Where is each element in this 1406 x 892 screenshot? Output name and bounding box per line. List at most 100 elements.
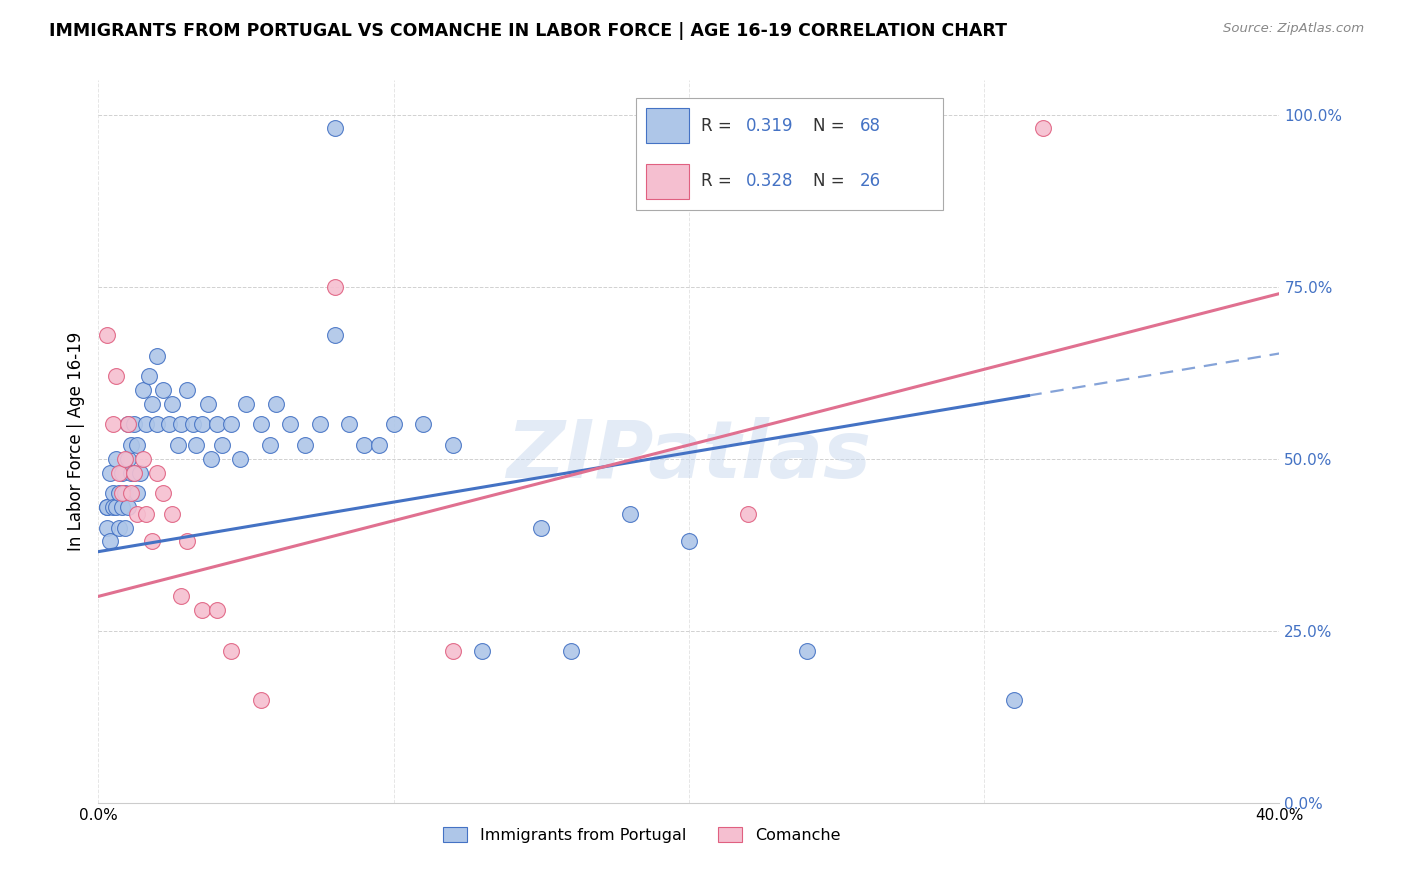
Point — [162, 397, 183, 411]
Point — [471, 644, 494, 658]
Point — [120, 486, 142, 500]
Point — [135, 507, 157, 521]
Point — [323, 279, 346, 293]
Point — [122, 417, 145, 432]
Text: Source: ZipAtlas.com: Source: ZipAtlas.com — [1223, 22, 1364, 36]
Point — [162, 507, 183, 521]
Text: N =: N = — [813, 117, 849, 135]
Text: 0.319: 0.319 — [745, 117, 793, 135]
Point — [138, 369, 160, 384]
Point — [796, 644, 818, 658]
Point — [141, 397, 163, 411]
Point — [117, 417, 139, 432]
Point — [264, 397, 287, 411]
Point — [105, 451, 128, 466]
Point — [96, 520, 118, 534]
Point — [339, 417, 361, 432]
Point — [103, 500, 125, 514]
Point — [250, 417, 273, 432]
Text: N =: N = — [813, 172, 849, 190]
Point — [250, 692, 273, 706]
Point — [146, 466, 169, 480]
Point — [167, 438, 190, 452]
Point — [105, 369, 128, 384]
Text: 0.328: 0.328 — [745, 172, 793, 190]
Point — [96, 327, 118, 342]
Point — [141, 534, 163, 549]
Point — [98, 534, 121, 549]
Point — [619, 507, 641, 521]
Point — [114, 486, 136, 500]
Point — [146, 417, 169, 432]
Point — [120, 466, 142, 480]
Point — [259, 438, 281, 452]
Point — [205, 603, 228, 617]
Point — [96, 500, 118, 514]
Text: R =: R = — [700, 117, 737, 135]
Text: ZIPatlas: ZIPatlas — [506, 417, 872, 495]
Point — [135, 417, 157, 432]
Point — [132, 451, 155, 466]
Point — [122, 466, 145, 480]
Point — [108, 486, 131, 500]
Point — [117, 417, 139, 432]
FancyBboxPatch shape — [636, 98, 943, 211]
Point — [323, 121, 346, 136]
Point — [412, 417, 434, 432]
Point — [128, 466, 150, 480]
Legend: Immigrants from Portugal, Comanche: Immigrants from Portugal, Comanche — [437, 820, 846, 849]
Point — [191, 603, 214, 617]
Point — [221, 417, 243, 432]
Point — [132, 383, 155, 397]
Point — [103, 417, 125, 432]
Point — [117, 451, 139, 466]
Point — [294, 438, 316, 452]
Point — [96, 500, 118, 514]
Point — [157, 417, 180, 432]
Point — [205, 417, 228, 432]
Point — [111, 500, 134, 514]
Point — [176, 534, 198, 549]
Point — [125, 486, 148, 500]
Point — [211, 438, 233, 452]
Point — [125, 507, 148, 521]
Text: 26: 26 — [860, 172, 882, 190]
Text: IMMIGRANTS FROM PORTUGAL VS COMANCHE IN LABOR FORCE | AGE 16-19 CORRELATION CHAR: IMMIGRANTS FROM PORTUGAL VS COMANCHE IN … — [49, 22, 1007, 40]
Point — [108, 466, 131, 480]
Point — [229, 451, 252, 466]
Point — [197, 397, 219, 411]
Point — [441, 438, 464, 452]
Point — [117, 500, 139, 514]
Text: R =: R = — [700, 172, 737, 190]
Point — [111, 486, 134, 500]
Point — [184, 438, 207, 452]
Point — [368, 438, 391, 452]
Point — [170, 417, 193, 432]
Point — [98, 466, 121, 480]
Point — [530, 520, 553, 534]
FancyBboxPatch shape — [647, 109, 689, 143]
Point — [221, 644, 243, 658]
Y-axis label: In Labor Force | Age 16-19: In Labor Force | Age 16-19 — [66, 332, 84, 551]
Text: 68: 68 — [860, 117, 882, 135]
Point — [122, 466, 145, 480]
Point — [560, 644, 582, 658]
Point — [120, 438, 142, 452]
Point — [323, 327, 346, 342]
Point — [382, 417, 405, 432]
Point — [737, 507, 759, 521]
FancyBboxPatch shape — [647, 164, 689, 199]
Point — [678, 534, 700, 549]
Point — [1032, 121, 1054, 136]
Point — [108, 520, 131, 534]
Point — [191, 417, 214, 432]
Point — [170, 590, 193, 604]
Point — [105, 500, 128, 514]
Point — [353, 438, 375, 452]
Point — [176, 383, 198, 397]
Point — [152, 486, 174, 500]
Point — [103, 486, 125, 500]
Point — [146, 349, 169, 363]
Point — [181, 417, 204, 432]
Point — [125, 438, 148, 452]
